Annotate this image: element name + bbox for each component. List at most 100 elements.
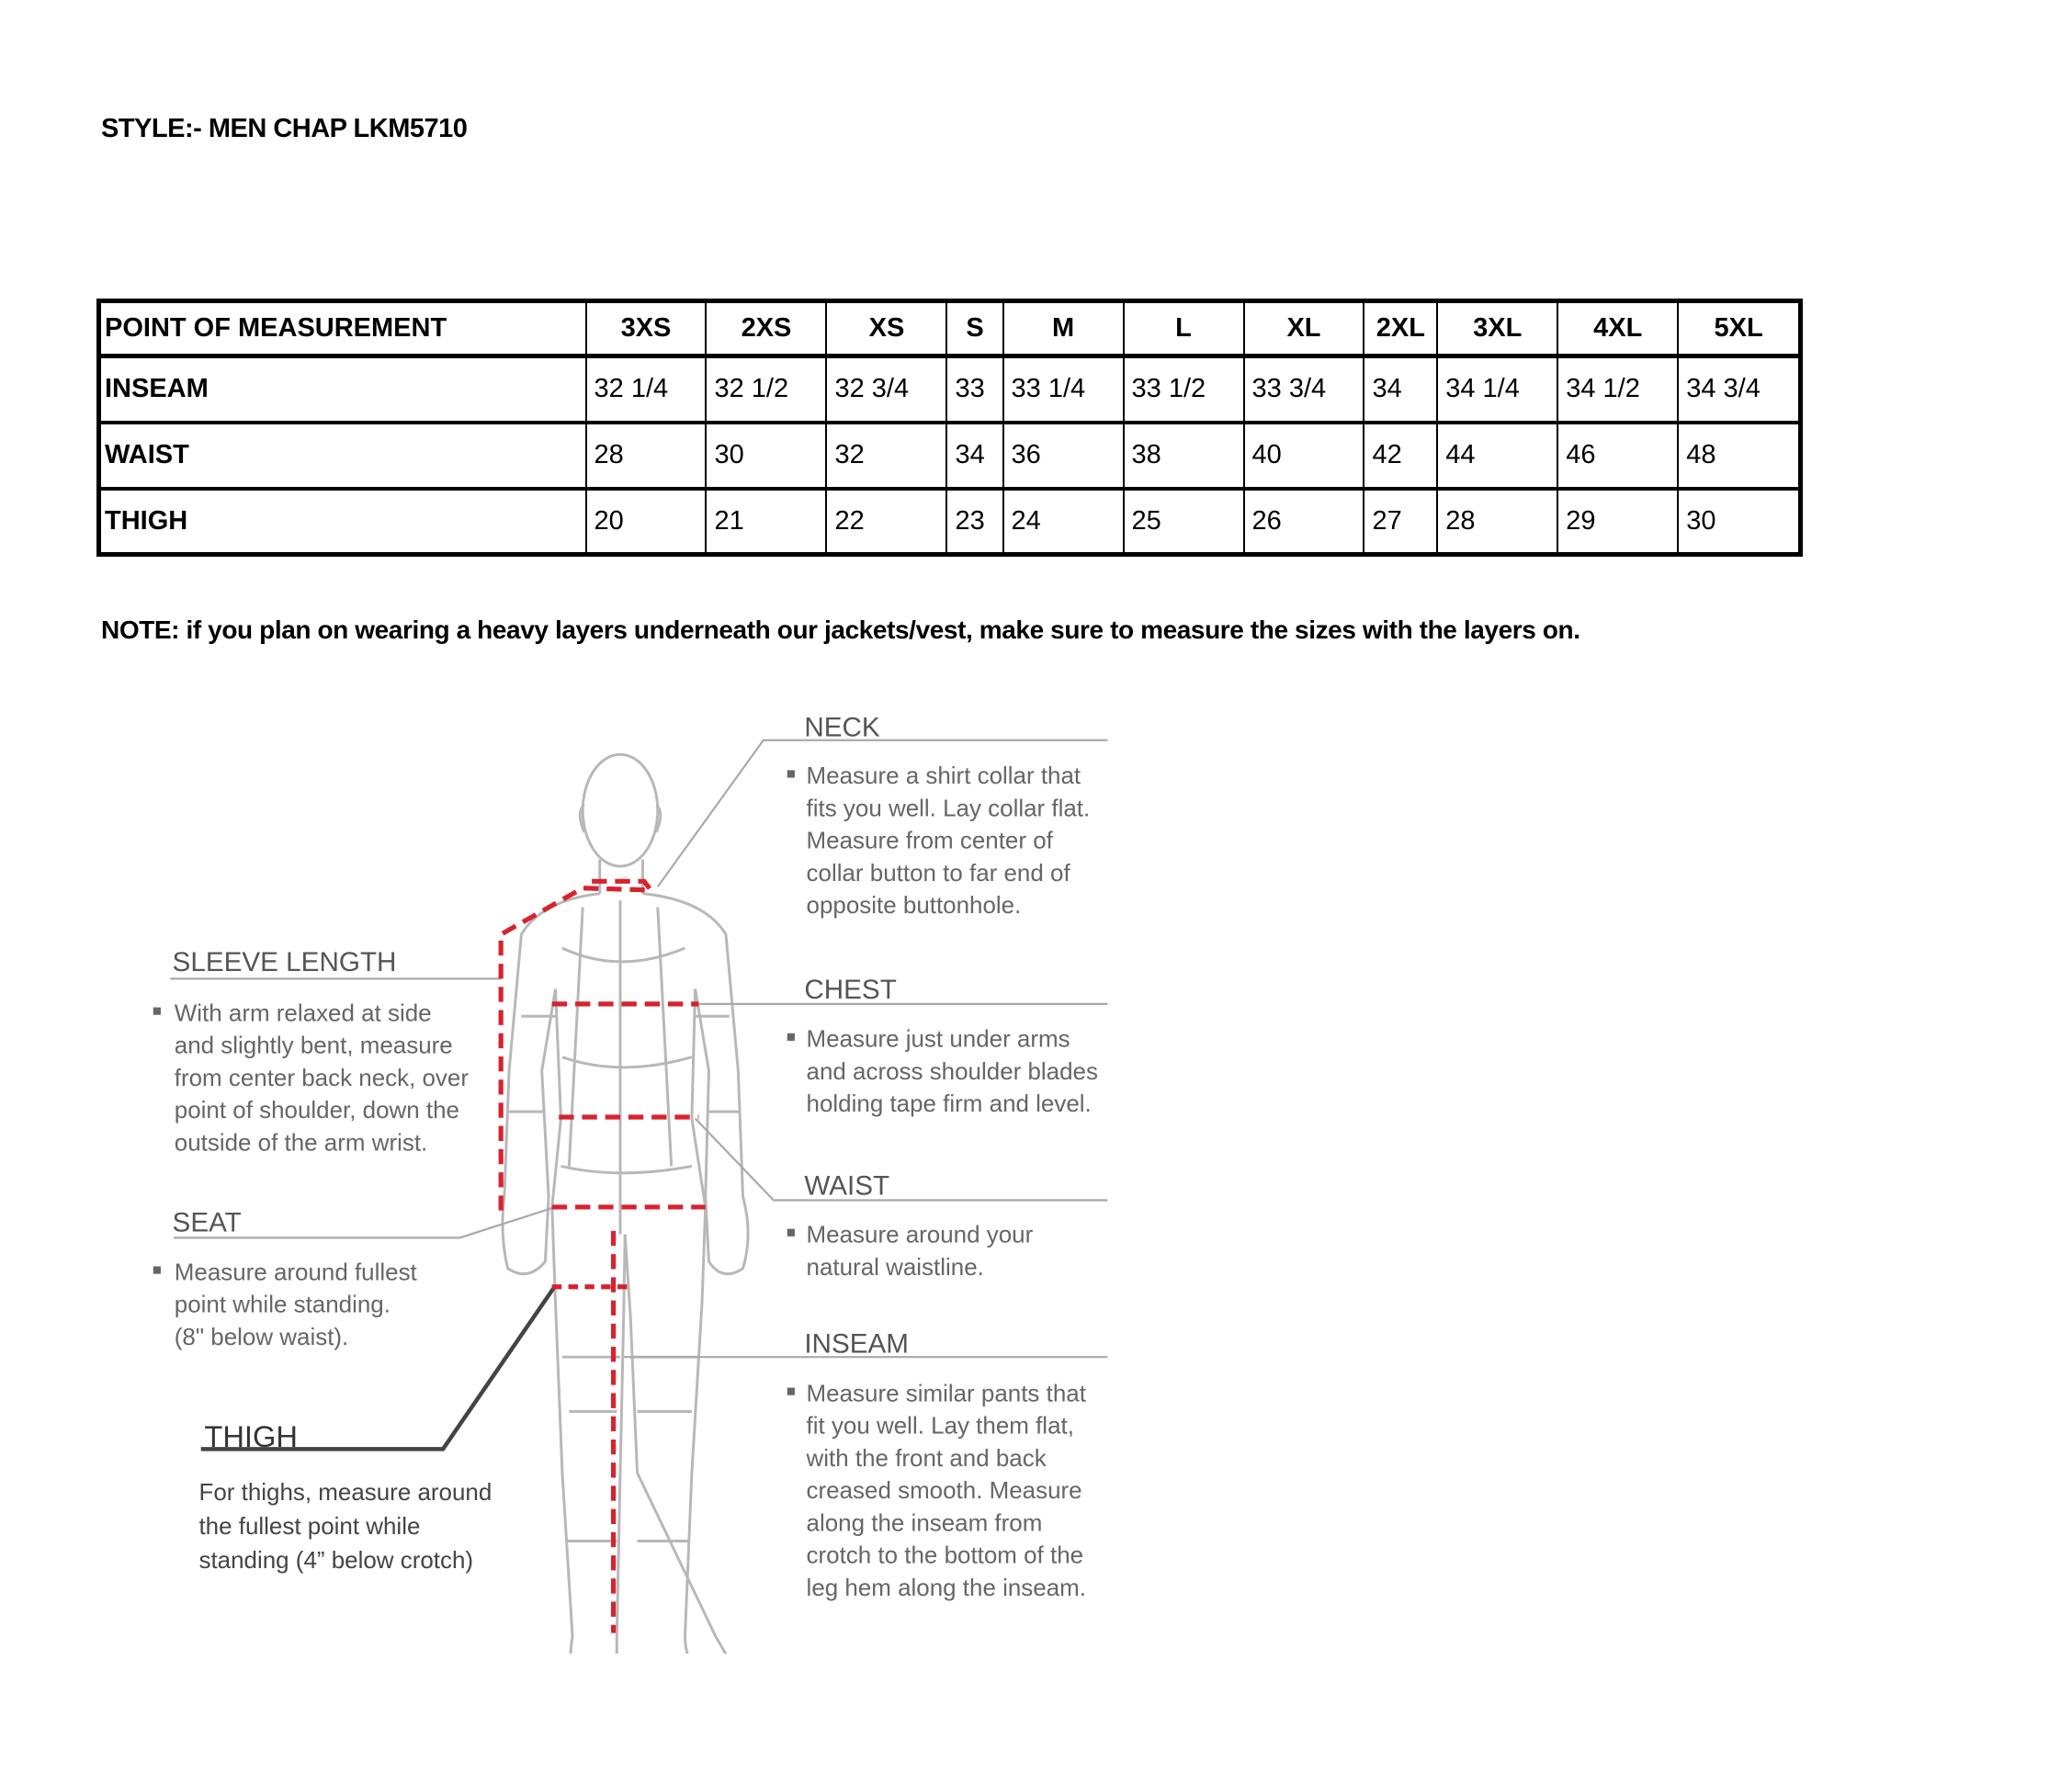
row-label: WAIST [97, 421, 587, 491]
neck-description-line: collar button to far end of [807, 859, 1071, 886]
measurement-cell: 34 [945, 421, 1004, 491]
seat-description-line: Measure around fullest [175, 1258, 418, 1285]
measurement-cell: 30 [1677, 487, 1802, 557]
table-row: INSEAM 32 1/4 32 1/2 32 3/4 33 33 1/4 33 1/2 33… [97, 355, 1802, 424]
thigh-description-line: the fullest point while [198, 1512, 420, 1540]
header-size: 3XL [1436, 299, 1559, 358]
waist-leader-line [694, 1117, 1108, 1202]
table-row: WAIST 28 30 32 34 36 38 40 42 44 46 48 [97, 421, 1802, 491]
measurement-cell: 33 3/4 [1242, 355, 1365, 424]
measurement-cell: 34 1/2 [1557, 355, 1680, 424]
header-size: M [1002, 299, 1125, 358]
header-size: XL [1242, 299, 1365, 358]
seat-heading: SEAT [173, 1208, 242, 1238]
measurement-cell: 32 1/4 [584, 355, 708, 424]
measurement-cell: 28 [1436, 487, 1559, 557]
inseam-heading: INSEAM [804, 1329, 909, 1360]
header-point-of-measurement: POINT OF MEASUREMENT [97, 299, 587, 358]
neck-description-line: opposite buttonhole. [807, 891, 1022, 919]
bullet-icon [153, 1266, 161, 1274]
mannequin-figure [501, 752, 750, 1654]
measurement-cell: 23 [945, 487, 1004, 557]
measurement-cell: 36 [1002, 421, 1125, 491]
measurement-cell: 33 [945, 355, 1004, 424]
waist-description-line: Measure around your [807, 1221, 1034, 1248]
inseam-description-line: creased smooth. Measure [807, 1476, 1082, 1504]
thigh-leader-line [200, 1284, 558, 1451]
body-measurement-diagram: NECK Measure a shirt collar that fits you … [153, 712, 1108, 1654]
sleeve-heading: SLEEVE LENGTH [173, 947, 397, 977]
layering-note: NOTE: if you plan on wearing a heavy lay… [101, 615, 1580, 644]
measurement-cell: 27 [1363, 487, 1439, 557]
measurement-cell: 34 1/4 [1436, 355, 1559, 424]
sleeve-description-line: point of shoulder, down the [175, 1096, 459, 1124]
bullet-icon [153, 1007, 161, 1015]
header-size: 2XL [1363, 299, 1439, 358]
inseam-description-line: along the inseam from [807, 1508, 1043, 1536]
style-title: STYLE:- MEN CHAP LKM5710 [101, 114, 468, 143]
header-size: 4XL [1557, 299, 1680, 358]
row-label: THIGH [97, 487, 587, 557]
measurement-cell: 20 [584, 487, 708, 557]
measurement-cell: 34 [1363, 355, 1439, 424]
inseam-description-line: with the front and back [806, 1444, 1047, 1472]
inseam-description-line: crotch to the bottom of the [807, 1541, 1084, 1569]
measurement-cell: 48 [1677, 421, 1802, 491]
thigh-heading: THIGH [204, 1419, 298, 1453]
header-size: 5XL [1677, 299, 1802, 358]
seat-description-line: (8" below waist). [175, 1323, 349, 1350]
measurement-cell: 44 [1436, 421, 1559, 491]
neck-heading: NECK [804, 712, 880, 742]
measurement-cell: 21 [705, 487, 828, 557]
seat-leader-line [174, 1205, 556, 1239]
inseam-description-line: Measure similar pants that [807, 1379, 1087, 1406]
measurement-cell: 24 [1002, 487, 1125, 557]
neck-description-line: Measure from center of [807, 827, 1054, 854]
neck-measure-line [498, 878, 656, 1211]
measurement-cell: 33 1/2 [1122, 355, 1245, 424]
chest-description-line: Measure just under arms [807, 1025, 1070, 1053]
bullet-icon [787, 1387, 795, 1395]
seat-description-line: point while standing. [175, 1291, 391, 1318]
measurement-cell: 29 [1557, 487, 1680, 557]
measurement-cell: 28 [584, 421, 708, 491]
measurement-cell: 38 [1122, 421, 1245, 491]
measurement-cell: 32 3/4 [825, 355, 948, 424]
chest-heading: CHEST [804, 975, 897, 1005]
inseam-description-line: leg hem along the inseam. [807, 1574, 1086, 1601]
thigh-description-line: standing (4” below crotch) [198, 1546, 473, 1574]
measurement-cell: 32 1/2 [705, 355, 828, 424]
bullet-icon [787, 1228, 795, 1237]
thigh-description-line: For thighs, measure around [198, 1478, 492, 1506]
measurement-cell: 33 1/4 [1002, 355, 1125, 424]
measurement-cell: 32 [825, 421, 948, 491]
measurement-cell: 26 [1242, 487, 1365, 557]
measurement-cell: 42 [1363, 421, 1439, 491]
size-chart-table: POINT OF MEASUREMENT 3XS 2XS XS S M L XL 2XL 3XL 4… [96, 299, 1803, 557]
measurement-cell: 34 3/4 [1677, 355, 1802, 424]
neck-description-line: Measure a shirt collar that [807, 762, 1081, 789]
inseam-description-line: fit you well. Lay them flat, [807, 1412, 1074, 1440]
measurement-cell: 22 [825, 487, 948, 557]
sleeve-description-line: from center back neck, over [175, 1064, 470, 1091]
measurement-cell: 25 [1122, 487, 1245, 557]
bullet-icon [787, 770, 795, 778]
sleeve-description-line: With arm relaxed at side [175, 999, 432, 1026]
header-size: 2XS [705, 299, 828, 358]
table-row: THIGH 20 21 22 23 24 25 26 27 28 29 30 [97, 487, 1802, 557]
neck-description-line: fits you well. Lay collar flat. [807, 794, 1091, 821]
chest-description-line: and across shoulder blades [807, 1057, 1098, 1085]
neck-leader-line [656, 739, 1108, 887]
waist-description-line: natural waistline. [807, 1253, 984, 1281]
sleeve-description-line: outside of the arm wrist. [175, 1128, 428, 1156]
sleeve-description-line: and slightly bent, measure [175, 1032, 453, 1059]
header-size: 3XS [584, 299, 708, 358]
measurement-cell: 40 [1242, 421, 1365, 491]
measurement-cell: 46 [1557, 421, 1680, 491]
measurement-cell: 30 [705, 421, 828, 491]
table-header-row: POINT OF MEASUREMENT 3XS 2XS XS S M L XL 2XL 3XL 4… [97, 299, 1802, 358]
row-label: INSEAM [97, 355, 587, 424]
bullet-icon [787, 1033, 795, 1041]
header-size: L [1122, 299, 1245, 358]
header-size: XS [825, 299, 948, 358]
